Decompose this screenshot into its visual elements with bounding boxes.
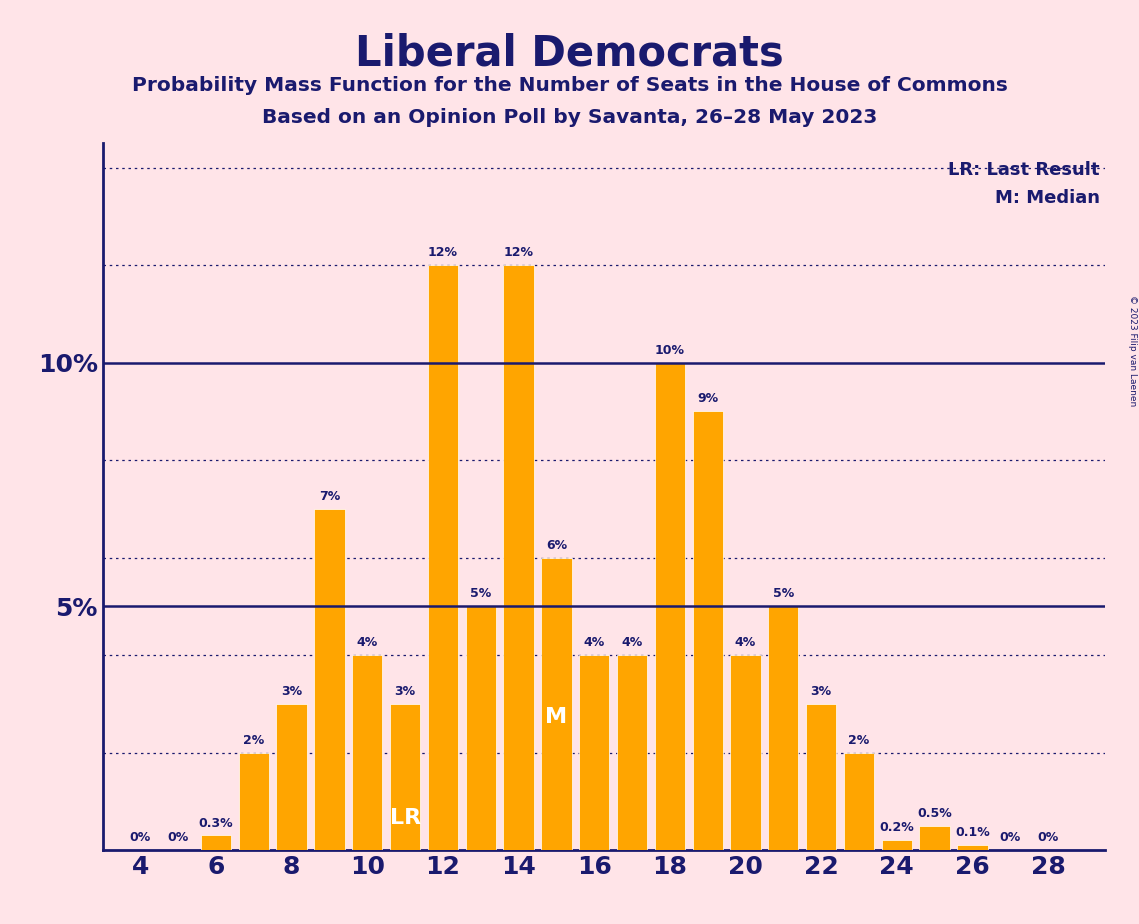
Bar: [693, 411, 723, 850]
Text: 4%: 4%: [357, 637, 378, 650]
Bar: [882, 840, 912, 850]
Text: M: M: [546, 707, 567, 727]
Bar: [768, 606, 798, 850]
Bar: [200, 835, 231, 850]
Bar: [503, 265, 534, 850]
Text: 3%: 3%: [394, 685, 416, 698]
Bar: [277, 704, 306, 850]
Text: 5%: 5%: [470, 588, 491, 601]
Bar: [919, 826, 950, 850]
Text: 0.1%: 0.1%: [956, 826, 990, 839]
Bar: [390, 704, 420, 850]
Text: Probability Mass Function for the Number of Seats in the House of Commons: Probability Mass Function for the Number…: [132, 76, 1007, 95]
Text: 3%: 3%: [281, 685, 302, 698]
Bar: [655, 362, 685, 850]
Text: © 2023 Filip van Laenen: © 2023 Filip van Laenen: [1128, 296, 1137, 407]
Bar: [957, 845, 988, 850]
Bar: [844, 752, 874, 850]
Text: LR: LR: [390, 808, 420, 828]
Text: 7%: 7%: [319, 490, 341, 503]
Text: 5%: 5%: [772, 588, 794, 601]
Text: 10%: 10%: [655, 344, 685, 357]
Text: LR: Last Result: LR: Last Result: [949, 161, 1100, 179]
Bar: [352, 655, 383, 850]
Text: 4%: 4%: [583, 637, 605, 650]
Bar: [314, 509, 345, 850]
Text: 4%: 4%: [735, 637, 756, 650]
Text: 0%: 0%: [130, 832, 151, 845]
Text: 12%: 12%: [503, 246, 533, 260]
Text: 0%: 0%: [1000, 832, 1021, 845]
Bar: [730, 655, 761, 850]
Text: 2%: 2%: [244, 734, 264, 747]
Bar: [806, 704, 836, 850]
Text: 6%: 6%: [546, 539, 567, 552]
Text: 0.5%: 0.5%: [917, 807, 952, 820]
Bar: [239, 752, 269, 850]
Bar: [466, 606, 495, 850]
Bar: [617, 655, 647, 850]
Text: 0.2%: 0.2%: [879, 821, 915, 834]
Text: 4%: 4%: [622, 637, 642, 650]
Text: Based on an Opinion Poll by Savanta, 26–28 May 2023: Based on an Opinion Poll by Savanta, 26–…: [262, 108, 877, 128]
Bar: [579, 655, 609, 850]
Text: Liberal Democrats: Liberal Democrats: [355, 32, 784, 74]
Text: 0%: 0%: [1038, 832, 1059, 845]
Text: 0.3%: 0.3%: [198, 817, 233, 830]
Text: 0%: 0%: [167, 832, 189, 845]
Text: 9%: 9%: [697, 393, 719, 406]
Bar: [541, 557, 572, 850]
Text: M: Median: M: Median: [994, 189, 1100, 207]
Text: 2%: 2%: [849, 734, 869, 747]
Text: 12%: 12%: [428, 246, 458, 260]
Text: 3%: 3%: [811, 685, 831, 698]
Bar: [428, 265, 458, 850]
